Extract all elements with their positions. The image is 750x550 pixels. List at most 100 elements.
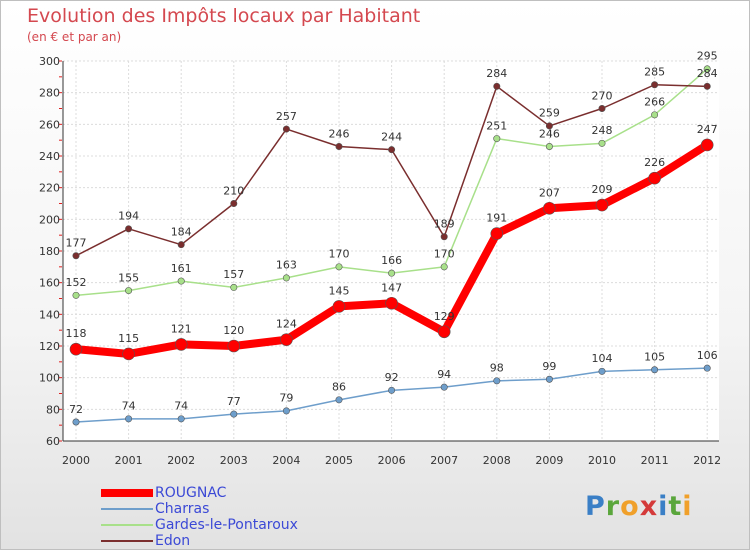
data-point-edon [703, 82, 711, 90]
data-label-rougnac: 247 [697, 123, 718, 136]
data-label-gardes-le-pontaroux: 248 [592, 124, 613, 137]
data-point-gardes-le-pontaroux [335, 263, 343, 271]
data-label-rougnac: 147 [381, 281, 402, 294]
data-label-edon: 284 [697, 67, 718, 80]
data-point-gardes-le-pontaroux [703, 65, 711, 73]
legend-label: Edon [155, 533, 191, 549]
data-point-rougnac [280, 333, 293, 346]
data-label-charras: 79 [279, 392, 293, 405]
proxiti-logo: Proxiti [585, 491, 693, 522]
data-label-gardes-le-pontaroux: 246 [539, 127, 560, 140]
y-tick-label: 220 [39, 182, 60, 195]
data-point-edon [125, 225, 133, 233]
data-point-gardes-le-pontaroux [72, 291, 80, 299]
x-tick-label: 2006 [378, 454, 406, 467]
data-label-charras: 104 [592, 352, 613, 365]
y-tick-label: 180 [39, 245, 60, 258]
data-label-gardes-le-pontaroux: 251 [486, 119, 507, 132]
legend-swatch [101, 508, 153, 510]
data-point-rougnac [700, 138, 714, 152]
data-label-edon: 284 [486, 67, 507, 80]
data-point-gardes-le-pontaroux [177, 277, 185, 285]
data-point-edon [598, 105, 606, 113]
data-label-gardes-le-pontaroux: 152 [66, 276, 87, 289]
data-label-rougnac: 121 [171, 322, 192, 335]
y-tick-label: 200 [39, 213, 60, 226]
x-tick-label: 2011 [641, 454, 669, 467]
data-point-charras [125, 415, 133, 423]
x-tick-label: 2007 [430, 454, 458, 467]
legend-item-edon: Edon [101, 533, 190, 549]
x-tick-label: 2008 [483, 454, 511, 467]
y-tick-label: 100 [39, 372, 60, 385]
data-point-rougnac [648, 171, 661, 185]
data-point-charras [282, 407, 290, 415]
x-tick-label: 2005 [325, 454, 353, 467]
data-point-charras [177, 415, 185, 423]
data-label-charras: 94 [437, 368, 451, 381]
data-point-edon [72, 252, 80, 260]
data-point-gardes-le-pontaroux [651, 111, 659, 119]
data-label-edon: 270 [592, 89, 613, 102]
data-point-charras [493, 377, 501, 385]
legend-swatch [101, 524, 153, 526]
data-point-rougnac [122, 347, 135, 361]
legend-label: Gardes-le-Pontaroux [155, 517, 298, 533]
data-point-gardes-le-pontaroux [230, 283, 238, 291]
data-label-charras: 72 [69, 403, 83, 416]
y-tick-label: 240 [39, 150, 60, 163]
data-label-charras: 99 [542, 360, 556, 373]
data-label-gardes-le-pontaroux: 266 [644, 96, 665, 109]
data-point-rougnac [543, 201, 556, 215]
data-point-rougnac [595, 198, 609, 212]
data-label-gardes-le-pontaroux: 170 [329, 248, 350, 261]
legend-item-rougnac: ROUGNAC [101, 485, 226, 501]
data-label-edon: 285 [644, 66, 665, 79]
data-label-charras: 74 [122, 400, 136, 413]
data-label-gardes-le-pontaroux: 295 [697, 50, 718, 63]
data-label-edon: 244 [381, 130, 402, 143]
data-point-edon [440, 233, 448, 241]
data-point-gardes-le-pontaroux [598, 139, 606, 147]
data-point-edon [177, 241, 185, 249]
x-tick-label: 2002 [167, 454, 195, 467]
data-point-rougnac [490, 227, 504, 240]
data-point-charras [335, 396, 343, 404]
data-label-edon: 246 [329, 127, 350, 140]
data-point-charras [598, 367, 606, 375]
data-point-gardes-le-pontaroux [282, 274, 290, 282]
x-tick-label: 2009 [535, 454, 563, 467]
data-label-edon: 259 [539, 107, 560, 120]
x-tick-label: 2004 [272, 454, 300, 467]
legend-label: Charras [155, 501, 210, 517]
data-point-rougnac [385, 296, 398, 310]
y-tick-label: 260 [39, 118, 60, 131]
y-tick-label: 300 [39, 55, 60, 68]
data-label-rougnac: 129 [434, 310, 455, 323]
y-tick-label: 140 [39, 308, 60, 321]
data-label-rougnac: 191 [486, 212, 507, 225]
data-point-gardes-le-pontaroux [545, 143, 553, 151]
y-tick-label: 80 [46, 403, 60, 416]
legend-label: ROUGNAC [155, 485, 227, 501]
y-tick-label: 120 [39, 340, 60, 353]
data-label-charras: 74 [174, 400, 188, 413]
data-label-gardes-le-pontaroux: 155 [118, 271, 139, 284]
legend-item-charras: Charras [101, 501, 209, 517]
data-label-charras: 77 [227, 395, 241, 408]
x-tick-label: 2001 [115, 454, 143, 467]
chart-subtitle: (en € et par an) [27, 30, 122, 44]
data-label-charras: 92 [385, 371, 399, 384]
data-point-gardes-le-pontaroux [440, 263, 448, 271]
data-point-rougnac [227, 339, 241, 353]
data-label-edon: 210 [223, 184, 244, 197]
data-point-charras [703, 364, 711, 372]
data-label-rougnac: 145 [329, 284, 350, 297]
legend-swatch [101, 540, 153, 542]
data-point-edon [388, 146, 396, 154]
data-label-gardes-le-pontaroux: 166 [381, 254, 402, 267]
y-tick-label: 60 [46, 435, 60, 448]
data-point-gardes-le-pontaroux [125, 287, 133, 295]
data-point-edon [545, 122, 553, 130]
